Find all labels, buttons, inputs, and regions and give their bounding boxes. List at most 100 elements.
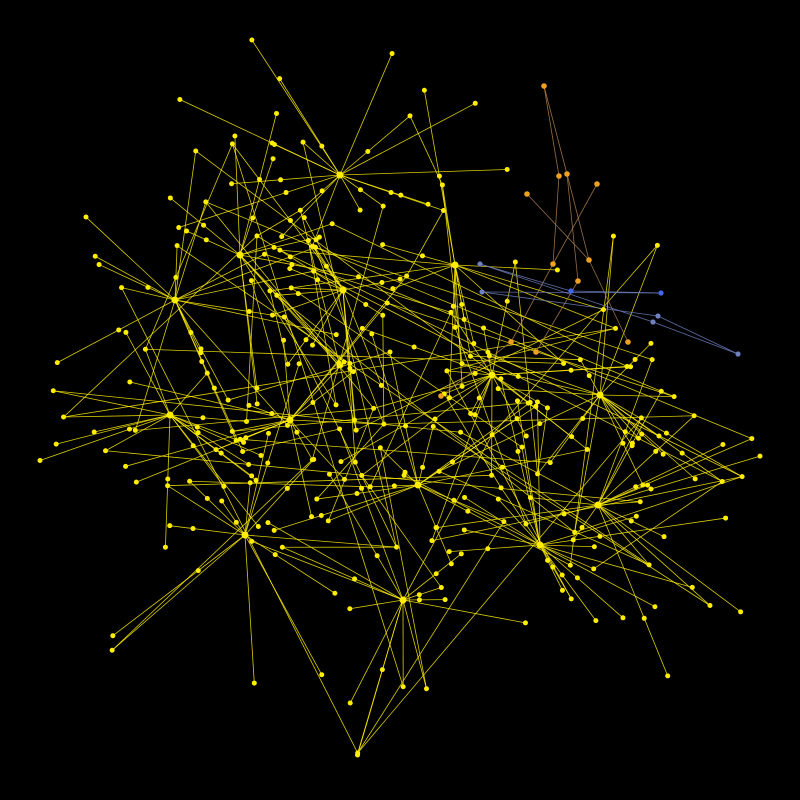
graph-node (633, 513, 639, 519)
graph-node (190, 443, 196, 449)
graph-node (109, 647, 115, 653)
graph-node (459, 383, 465, 389)
edge (239, 254, 258, 389)
edge (342, 289, 356, 463)
graph-node (365, 148, 371, 154)
graph-node (359, 473, 365, 479)
graph-node (337, 426, 343, 432)
graph-node (377, 445, 383, 451)
blue-node (650, 319, 656, 325)
graph-node (661, 534, 667, 540)
edge (362, 327, 493, 376)
graph-node (459, 361, 465, 367)
graph-node (665, 673, 671, 679)
graph-node (123, 329, 129, 335)
edge (357, 521, 505, 754)
graph-node (519, 444, 525, 450)
graph-node (257, 176, 263, 182)
graph-node (610, 233, 616, 239)
edge (169, 414, 244, 443)
edge (597, 504, 669, 676)
graph-node (388, 190, 394, 196)
hub-node (488, 371, 496, 379)
hub-node (236, 251, 244, 259)
edge (311, 206, 384, 460)
graph-node (289, 262, 295, 268)
edge (340, 374, 493, 462)
edge (239, 113, 277, 256)
edge (282, 546, 404, 601)
graph-node (379, 667, 385, 673)
graph-node (719, 478, 725, 484)
blue-edge (479, 263, 654, 323)
edge (174, 270, 314, 301)
graph-node (498, 376, 504, 382)
blue-node (568, 288, 574, 294)
edge (417, 484, 505, 522)
edge (379, 447, 427, 689)
graph-node (246, 461, 252, 467)
edge (597, 417, 642, 506)
edge (283, 340, 291, 421)
graph-node (472, 100, 478, 106)
graph-node (495, 496, 501, 502)
edge (342, 278, 401, 291)
graph-node (315, 277, 321, 283)
graph-node (421, 87, 427, 93)
graph-node (53, 441, 59, 447)
graph-node (620, 440, 626, 446)
edge (169, 414, 247, 422)
graph-node (430, 423, 436, 429)
graph-node (240, 449, 246, 455)
edge (289, 419, 345, 480)
edge (105, 414, 171, 452)
graph-node (162, 544, 168, 550)
graph-node (648, 486, 654, 492)
graph-node (593, 618, 599, 624)
graph-node (145, 284, 151, 290)
graph-node (572, 529, 578, 535)
graph-node (656, 433, 662, 439)
graph-node (165, 476, 171, 482)
edge (105, 450, 641, 503)
graph-node (229, 141, 235, 147)
graph-node (629, 440, 635, 446)
graph-node (613, 325, 619, 331)
edge (239, 254, 359, 278)
graph-node (201, 222, 207, 228)
graph-node (438, 585, 444, 591)
edge (328, 484, 419, 522)
edge (530, 497, 599, 506)
graph-node (279, 544, 285, 550)
edge (461, 363, 601, 396)
graph-node (495, 386, 501, 392)
graph-node (544, 405, 550, 411)
edge (279, 249, 456, 266)
edge (454, 264, 463, 387)
graph-node (271, 527, 277, 533)
orange-edge (588, 259, 629, 343)
graph-node (300, 139, 306, 145)
orange-node (625, 339, 631, 345)
graph-node (269, 312, 275, 318)
graph-node (250, 215, 256, 221)
edge (474, 374, 493, 415)
edge (599, 394, 743, 477)
edge (234, 135, 241, 256)
graph-node (177, 96, 183, 102)
graph-node (326, 471, 332, 477)
edge (357, 599, 404, 756)
edge (498, 388, 601, 396)
edge (597, 391, 662, 506)
graph-node (188, 330, 194, 336)
graph-node (525, 400, 531, 406)
orange-edge (566, 173, 590, 261)
orange-node (594, 181, 600, 187)
graph-node (272, 552, 278, 558)
edge (174, 245, 178, 301)
graph-node (707, 602, 713, 608)
graph-node (523, 433, 529, 439)
graph-node (663, 430, 669, 436)
graph-node (489, 472, 495, 478)
edge (597, 501, 641, 506)
